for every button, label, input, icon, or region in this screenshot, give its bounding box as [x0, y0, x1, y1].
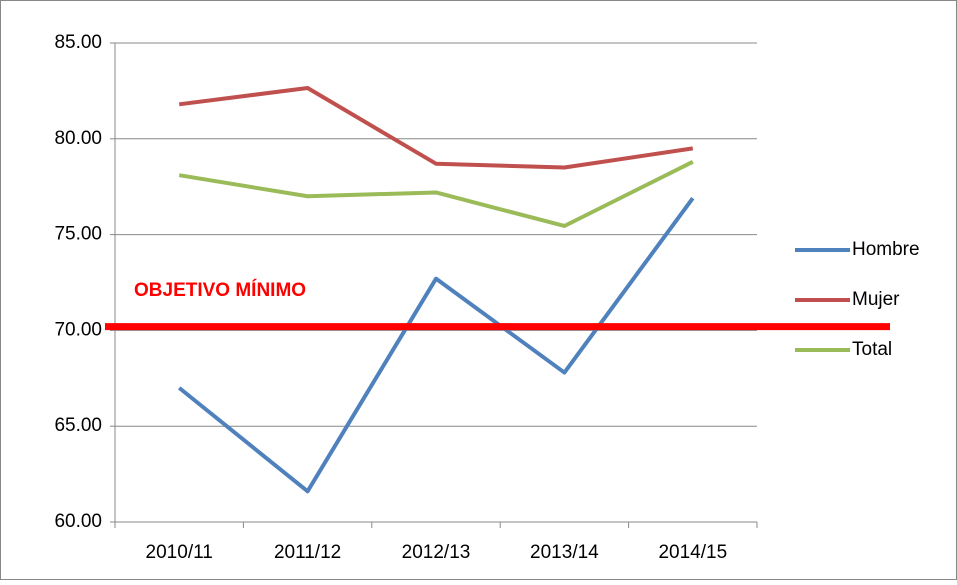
y-tick-label: 70.00: [54, 319, 102, 340]
y-tick-label: 60.00: [54, 511, 102, 532]
x-tick-label: 2012/13: [402, 542, 471, 563]
y-tick-label: 85.00: [54, 32, 102, 53]
x-tick-label: 2011/12: [274, 542, 341, 563]
legend-label: Total: [852, 339, 892, 360]
x-tick-label: 2010/11: [146, 542, 213, 563]
series-line: [177, 197, 695, 494]
y-tick-label: 80.00: [54, 128, 102, 149]
series-line: [178, 160, 694, 228]
x-tick-label: 2013/14: [530, 542, 599, 563]
y-tick-label: 65.00: [54, 415, 102, 436]
reference-label: OBJETIVO MÍNIMO: [134, 279, 306, 301]
x-tick-label: 2014/15: [658, 542, 727, 563]
y-tick-label: 75.00: [54, 224, 102, 245]
legend-label: Hombre: [852, 239, 920, 260]
legend-label: Mujer: [852, 289, 900, 310]
series-line: [178, 86, 694, 170]
